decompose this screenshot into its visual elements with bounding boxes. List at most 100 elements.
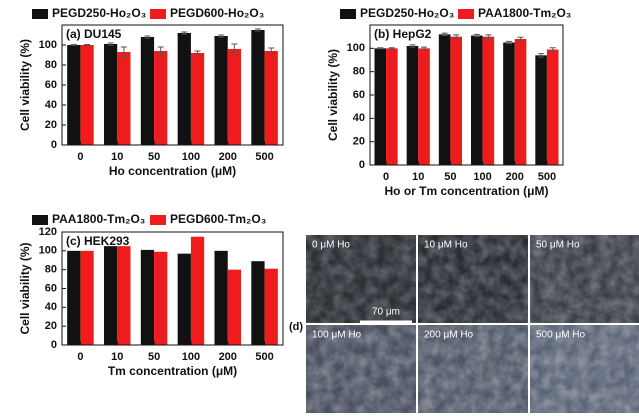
bar [546,49,559,165]
micrograph-label: 500 μM Ho [536,330,586,341]
y-tick-label: 0 [51,339,57,351]
legend-label: PAA1800-Tm₂O₃ [52,212,145,226]
error-bar [377,47,384,50]
y-tick-label: 100 [39,245,57,257]
bar [374,48,387,166]
scale-bar-label: 70 μm [372,307,400,318]
y-tick-label: 40 [45,99,57,111]
bar [177,33,191,145]
legend-swatch [150,9,166,19]
legend-label: PEGD250-Ho₂O₃ [360,6,454,20]
annotation: (a) DU145 [66,27,122,41]
bar [154,51,168,145]
micrograph-texture [418,325,528,413]
error-bar [194,50,201,56]
bar [103,44,118,145]
bar [251,261,265,345]
x-tick-label: 0 [77,151,83,163]
bar [535,55,547,166]
bar [80,250,94,345]
y-tick-label: 100 [39,39,57,51]
error-bar [84,44,91,46]
micrograph-label: 50 μM Ho [536,240,580,251]
x-tick-label: 500 [255,151,273,163]
bar [214,250,228,345]
bar [251,30,265,145]
x-tick-label: 50 [148,151,160,163]
y-axis-label: Cell viability (%) [18,242,32,334]
bar [471,35,483,165]
error-bar [421,46,428,50]
error-bar [144,35,151,39]
legend-swatch [340,9,356,19]
error-bar [120,46,127,58]
bar [80,45,94,145]
y-tick-label: 40 [353,112,365,124]
micrograph-texture [306,235,416,323]
bar [227,49,242,145]
bar [177,253,191,345]
error-bar [505,40,512,45]
error-bar [441,32,448,36]
bar [438,34,451,166]
error-bar [538,53,545,58]
micrograph-texture [306,325,416,413]
plot-frame [61,24,284,146]
error-bar [70,44,77,46]
legend-swatch [32,9,48,19]
y-tick-label: 0 [51,139,57,151]
micrograph-label: 100 μM Ho [312,330,362,341]
x-tick-label: 50 [444,171,456,183]
bar [117,246,131,345]
error-bar [157,46,164,56]
y-tick-label: 20 [353,136,365,148]
bar [140,249,155,345]
micrograph-label: 200 μM Ho [424,330,474,341]
bar [154,251,168,345]
bar [140,37,155,145]
x-axis-label: Ho concentration (μM) [109,164,236,178]
x-tick-label: 10 [111,351,123,363]
micrograph-texture [530,235,639,323]
x-tick-label: 100 [182,351,200,363]
legend-label: PAA1800-Tm₂O₃ [478,6,571,20]
micrograph-label: 10 μM Ho [424,240,468,251]
y-tick-label: 0 [359,159,365,171]
plot-frame [61,231,284,346]
micrograph-label: 0 μM Ho [312,240,350,251]
legend-swatch [32,215,48,225]
x-axis-label: Tm concentration (μM) [108,364,237,378]
error-bar [218,34,225,38]
y-tick-label: 80 [353,66,365,78]
bar [264,51,278,145]
bar [514,39,527,165]
bar [386,48,398,166]
error-bar [388,47,395,50]
y-tick-label: 20 [45,320,57,332]
y-tick-label: 100 [347,42,365,54]
panel-label: (d) [289,321,303,333]
bar [418,48,430,166]
error-bar [254,28,261,32]
bar [117,52,131,145]
y-tick-label: 120 [39,226,57,238]
error-bar [107,42,114,46]
legend-label: PEGD250-Ho₂O₃ [52,6,146,20]
y-tick-label: 60 [353,89,365,101]
error-bar [453,34,460,39]
plot-frame [369,24,564,166]
bar [503,42,515,165]
x-tick-label: 100 [182,151,200,163]
legend-swatch [150,215,166,225]
y-tick-label: 80 [45,59,57,71]
x-tick-label: 200 [506,171,524,183]
bar [482,36,495,165]
x-tick-label: 10 [111,151,123,163]
error-bar [268,47,275,55]
x-tick-label: 10 [412,171,424,183]
y-axis-label: Cell viability (%) [326,49,340,141]
annotation: (c) HEK293 [66,234,130,248]
bar [67,45,81,145]
bar [214,36,228,145]
x-axis-label: Ho or Tm concentration (μM) [384,184,548,198]
